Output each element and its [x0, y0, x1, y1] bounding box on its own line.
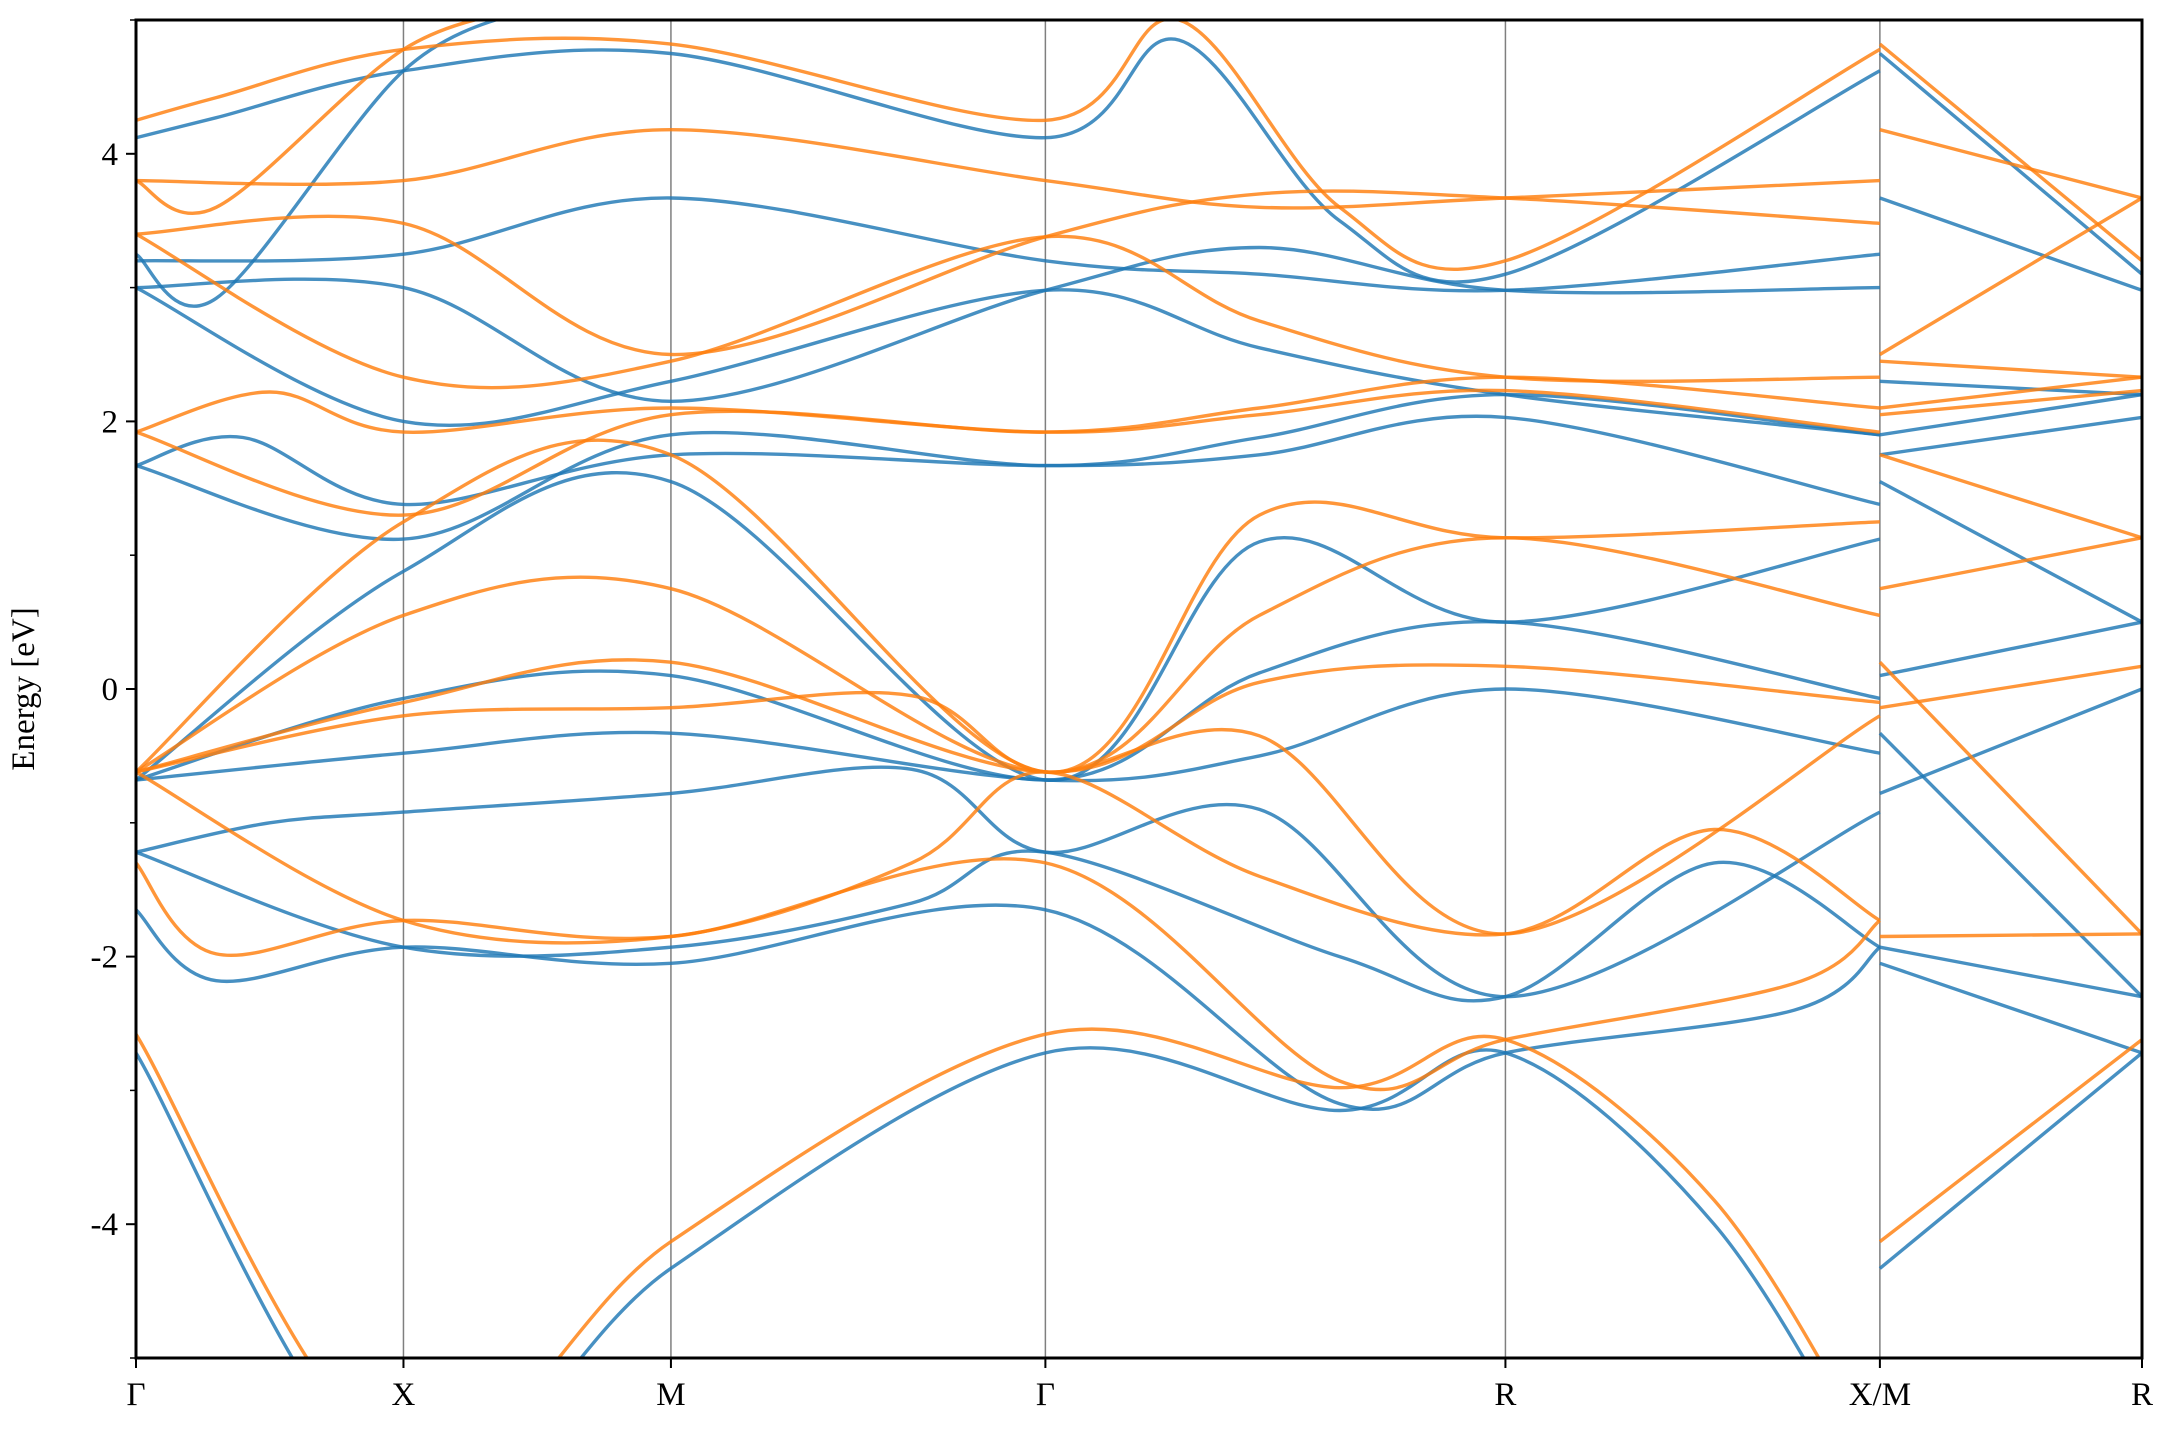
band-line-spin_b-39 — [136, 20, 482, 216]
x-tick-label: R — [1494, 1377, 1516, 1413]
x-tick-label: X/M — [1849, 1377, 1911, 1413]
band-line-spin_a-20 — [1879, 480, 2142, 624]
band-line-spin_a-2 — [136, 849, 1881, 1003]
band-line-spin_a-7 — [136, 414, 1881, 507]
band-line-spin_b-45 — [1879, 453, 2142, 540]
band-line-spin_b-50 — [1879, 128, 2142, 200]
band-line-spin_a-21 — [1879, 415, 2142, 457]
band-line-spin_a-19 — [1879, 620, 2142, 678]
band-line-spin_a-0 — [136, 1046, 1806, 1358]
band-line-spin_b-49 — [1879, 196, 2142, 356]
band-line-spin_b-37 — [136, 127, 1880, 210]
x-tick-label: X — [392, 1377, 416, 1413]
band-line-spin_a-11 — [136, 196, 1881, 293]
band-line-spin_b-27 — [136, 857, 1881, 1092]
band-line-spin_a-9 — [136, 286, 1881, 437]
band-line-spin_b-42 — [1878, 661, 2142, 936]
band-line-spin_b-36 — [136, 189, 1881, 357]
band-line-spin_b-41 — [1879, 932, 2142, 939]
band-line-spin_a-3 — [136, 765, 1881, 999]
band-line-spin_a-22 — [1879, 392, 2142, 437]
y-tick-label: 2 — [102, 404, 119, 440]
band-line-spin_b-46 — [1879, 388, 2142, 417]
y-axis: -4 -2 0 2 4 — [91, 19, 136, 1359]
y-tick-label: -4 — [91, 1207, 119, 1243]
x-tick-label: Γ — [126, 1377, 145, 1413]
y-tick-label: 0 — [102, 672, 119, 708]
band-line-spin_a-6 — [136, 471, 1881, 782]
x-tick-label: R — [2131, 1377, 2153, 1413]
band-line-spin_b-48 — [1879, 359, 2142, 379]
y-tick-label: -2 — [91, 940, 119, 976]
band-line-spin_a-10 — [136, 245, 1880, 404]
band-line-spin_a-12 — [136, 37, 1881, 284]
band-line-spin_b-51 — [1878, 42, 2142, 263]
x-tick-label: M — [656, 1377, 685, 1413]
band-line-spin_b-40 — [1878, 1038, 2142, 1243]
band-line-spin_a-14 — [1878, 1051, 2142, 1270]
band-line-spin_a-15 — [1879, 945, 2142, 999]
y-tick-label: 4 — [102, 137, 119, 173]
band-line-spin_b-35 — [136, 232, 1880, 390]
y-axis-label: Energy [eV] — [6, 607, 42, 770]
band-line-spin_b-44 — [1879, 536, 2142, 591]
band-line-spin_b-47 — [1879, 375, 2142, 410]
band-line-spin_a-18 — [1879, 687, 2142, 795]
band-line-spin_a-1 — [136, 903, 1881, 1111]
band-line-spin_b-43 — [1879, 664, 2142, 710]
band-line-spin_b-33 — [136, 388, 1881, 434]
band-line-spin_a-8 — [136, 392, 1881, 541]
band-series — [136, 20, 2142, 1358]
band-line-spin_b-38 — [136, 20, 1881, 271]
band-line-spin_a-17 — [1878, 732, 2142, 998]
kpoint-lines — [402, 20, 1881, 1358]
band-line-spin_b-32 — [136, 438, 1880, 774]
band-line-spin_b-26 — [136, 1027, 1821, 1358]
band-line-spin_a-24 — [1879, 196, 2142, 292]
x-axis: Γ X M Γ R X/M R — [126, 1358, 2153, 1413]
band-line-spin_a-16 — [1879, 961, 2142, 1055]
x-tick-label: Γ — [1036, 1377, 1055, 1413]
